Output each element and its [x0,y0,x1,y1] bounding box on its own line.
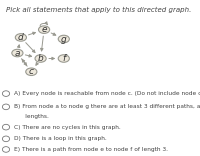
Text: C) There are no cycles in this graph.: C) There are no cycles in this graph. [14,125,121,130]
Text: a: a [15,49,20,58]
Ellipse shape [58,35,69,43]
Text: lengths.: lengths. [14,114,49,119]
Text: d: d [18,33,24,42]
Text: D) There is a loop in this graph.: D) There is a loop in this graph. [14,136,107,141]
Ellipse shape [39,26,50,33]
Text: b: b [38,54,43,63]
Ellipse shape [12,49,23,57]
Ellipse shape [35,55,46,62]
Text: c: c [29,67,34,76]
Circle shape [2,124,10,130]
Circle shape [2,104,10,110]
Circle shape [2,147,10,152]
Text: e: e [41,25,47,34]
Circle shape [2,136,10,142]
Text: E) There is a path from node e to node f of length 3.: E) There is a path from node e to node f… [14,147,168,152]
Text: g: g [61,34,67,44]
Ellipse shape [58,55,69,62]
Ellipse shape [26,68,37,76]
Text: f: f [62,54,65,63]
Text: B) From node a to node g there are at least 3 different paths, all with differen: B) From node a to node g there are at le… [14,104,200,109]
Text: A) Every node is reachable from node c. (Do not include node c.): A) Every node is reachable from node c. … [14,91,200,96]
Ellipse shape [15,34,26,41]
Circle shape [2,91,10,96]
Text: Pick all statements that apply to this directed graph.: Pick all statements that apply to this d… [6,7,191,13]
